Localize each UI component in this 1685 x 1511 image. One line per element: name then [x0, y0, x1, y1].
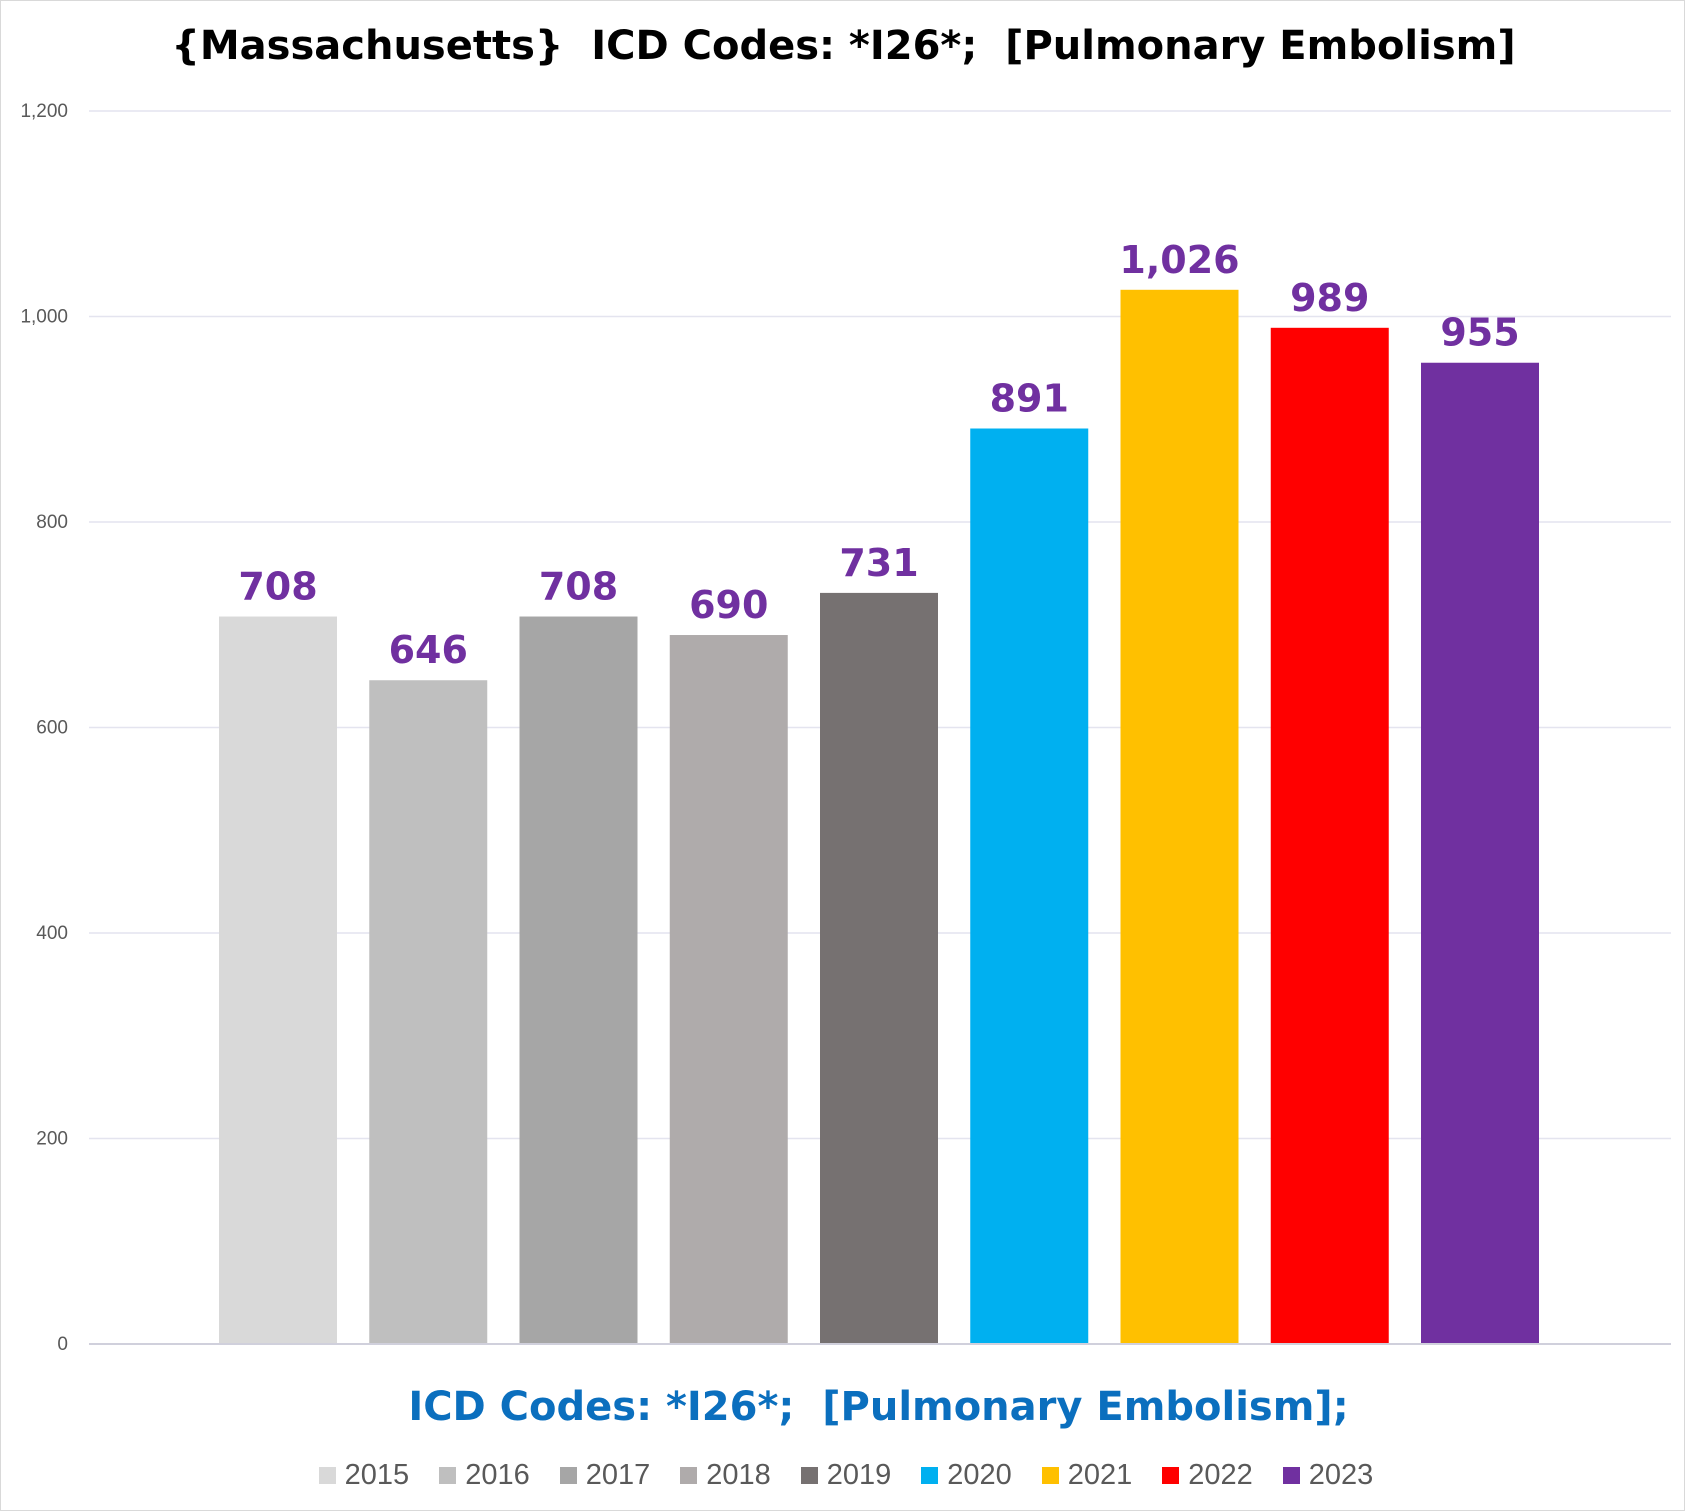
data-label-2019: 731 [839, 541, 918, 585]
legend-label: 2019 [826, 1459, 892, 1491]
data-label-2016: 646 [389, 628, 468, 672]
y-axis-ticks: 0 200 400 600 800 1,000 1,200 [20, 101, 68, 1355]
y-tick-label: 200 [36, 1129, 68, 1150]
x-axis-title: ICD Codes: *I26*; [Pulmonary Embolism]; [408, 1384, 1349, 1430]
legend-label: 2021 [1067, 1459, 1133, 1491]
chart-title: {Massachusetts} ICD Codes: *I26*; [Pulmo… [171, 23, 1516, 69]
y-tick-label: 0 [57, 1334, 68, 1355]
legend-swatch [1041, 1467, 1059, 1484]
legend-swatch [921, 1467, 939, 1484]
bar-2017 [519, 616, 638, 1344]
data-label-2021: 1,026 [1119, 238, 1239, 282]
legend: 2015 2016 2017 2018 2019 2020 2021 2022 2023 [1, 1459, 1684, 1492]
legend-swatch [318, 1467, 336, 1484]
legend-item-2016: 2016 [439, 1459, 530, 1492]
legend-item-2023: 2023 [1282, 1459, 1374, 1492]
legend-label: 2022 [1188, 1459, 1253, 1491]
legend-item-2017: 2017 [559, 1459, 651, 1492]
data-label-2018: 690 [689, 583, 768, 627]
legend-swatch [439, 1467, 457, 1484]
data-label-2017: 708 [539, 565, 618, 609]
data-labels: 708 646 708 690 731 891 1,026 989 955 [238, 238, 1519, 672]
y-tick-label: 800 [36, 512, 68, 533]
bar-2023 [1421, 362, 1539, 1344]
bars [219, 289, 1539, 1344]
legend-item-2019: 2019 [800, 1459, 892, 1492]
bar-2019 [820, 592, 938, 1344]
bar-2018 [669, 635, 788, 1344]
legend-label: 2020 [947, 1459, 1012, 1491]
y-tick-label: 1,200 [20, 101, 68, 122]
bar-2016 [369, 680, 488, 1344]
legend-item-2018: 2018 [680, 1459, 771, 1492]
data-label-2023: 955 [1440, 311, 1519, 355]
legend-label: 2015 [344, 1459, 410, 1491]
bar-2020 [970, 428, 1089, 1344]
legend-item-2015: 2015 [318, 1459, 410, 1492]
legend-swatch [680, 1467, 698, 1484]
legend-item-2020: 2020 [921, 1459, 1012, 1492]
y-tick-label: 600 [36, 718, 68, 739]
data-label-2020: 891 [990, 376, 1069, 420]
legend-label: 2023 [1308, 1459, 1374, 1491]
data-label-2022: 989 [1290, 276, 1369, 320]
legend-item-2022: 2022 [1162, 1459, 1253, 1492]
legend-label: 2016 [465, 1459, 530, 1491]
legend-label: 2017 [585, 1459, 651, 1491]
legend-swatch [1282, 1467, 1300, 1484]
data-label-2015: 708 [238, 565, 317, 609]
bar-2022 [1270, 327, 1389, 1344]
legend-swatch [1162, 1467, 1180, 1484]
legend-swatch [800, 1467, 818, 1484]
y-tick-label: 400 [36, 923, 68, 944]
legend-label: 2018 [706, 1459, 771, 1491]
legend-item-2021: 2021 [1041, 1459, 1133, 1492]
bar-2021 [1120, 289, 1239, 1344]
y-tick-label: 1,000 [20, 307, 68, 328]
legend-swatch [559, 1467, 577, 1484]
bar-2015 [219, 616, 337, 1344]
